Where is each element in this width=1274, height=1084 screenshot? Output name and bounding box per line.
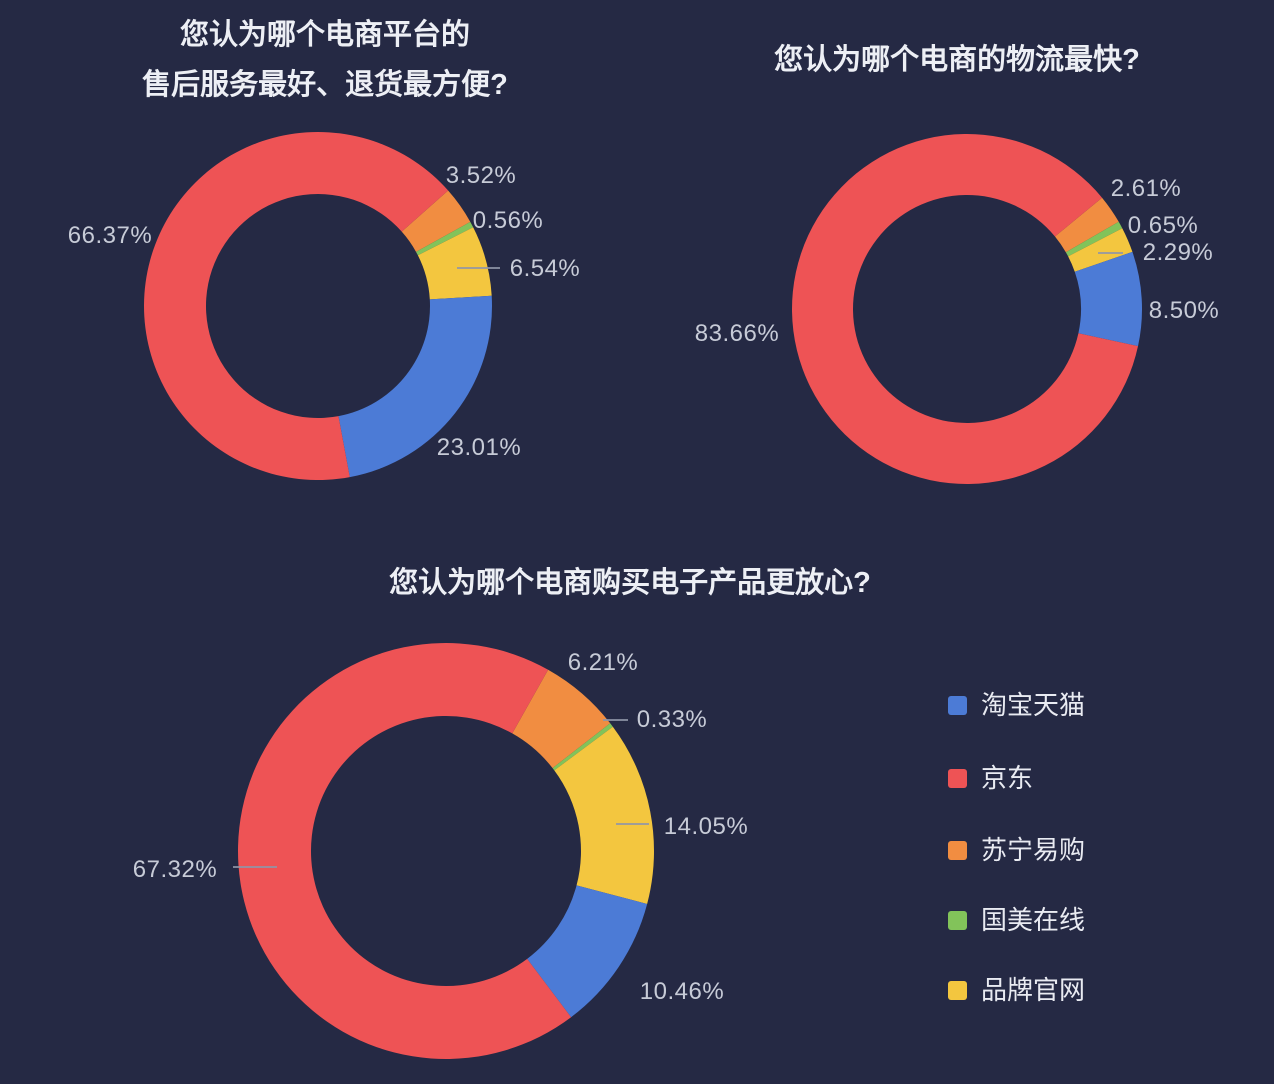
- legend-swatch-jd: [948, 768, 967, 788]
- chart1-title-line1: 您认为哪个电商平台的: [179, 19, 470, 51]
- chart3-leader-line-brand-site: [616, 823, 649, 825]
- donut-slice-suning[interactable]: [512, 669, 611, 769]
- chart3-label-brand-site: 14.05%: [663, 813, 749, 840]
- donut-slice-jd[interactable]: [792, 134, 1139, 485]
- donut-slice-taobao-tmall[interactable]: [1074, 251, 1143, 347]
- legend-label-gome: 国美在线: [981, 905, 1086, 935]
- chart3-label-taobao: 10.46%: [639, 978, 725, 1005]
- chart2-label-gome: 0.65%: [1127, 212, 1199, 239]
- chart1-label-suning: 3.52%: [445, 162, 517, 189]
- donut-slice-brand-site[interactable]: [417, 227, 492, 300]
- legend-item-jd[interactable]: 京东: [948, 765, 1033, 791]
- legend-swatch-taobao-tmall: [948, 695, 967, 715]
- chart1-leader-line-brand-site: [457, 267, 500, 269]
- legend-label-jd: 京东: [981, 763, 1034, 793]
- donut-slice-gome[interactable]: [552, 723, 613, 771]
- chart2-title-line1: 您认为哪个电商的物流最快?: [774, 44, 1140, 76]
- legend-item-taobao-tmall[interactable]: 淘宝天猫: [948, 692, 1085, 718]
- chart1-label-jd: 66.37%: [67, 222, 153, 249]
- legend-item-brand-site[interactable]: 品牌官网: [948, 977, 1085, 1003]
- chart3-label-suning: 6.21%: [567, 649, 639, 676]
- donut-chart-logistics[interactable]: [791, 133, 1143, 485]
- chart2-label-taobao: 8.50%: [1148, 297, 1220, 324]
- donut-slice-taobao-tmall[interactable]: [527, 885, 648, 1018]
- chart3-leader-line-gome: [603, 719, 628, 721]
- legend-swatch-gome: [948, 910, 967, 930]
- chart2-label-jd: 83.66%: [694, 320, 780, 347]
- donut-slice-brand-site[interactable]: [554, 726, 654, 904]
- legend-label-suning: 苏宁易购: [981, 835, 1086, 865]
- legend-item-suning[interactable]: 苏宁易购: [948, 837, 1085, 863]
- chart1-title: 您认为哪个电商平台的 售后服务最好、退货最方便?: [142, 10, 508, 110]
- chart1-label-gome: 0.56%: [472, 207, 544, 234]
- chart3-label-jd: 67.32%: [132, 856, 218, 883]
- chart3-title-line1: 您认为哪个电商购买电子产品更放心?: [389, 567, 871, 599]
- chart2-title: 您认为哪个电商的物流最快?: [774, 35, 1140, 85]
- donut-slice-suning[interactable]: [401, 190, 471, 252]
- chart3-leader-line-jd: [233, 866, 277, 868]
- donut-slice-gome[interactable]: [416, 221, 474, 256]
- legend-label-brand-site: 品牌官网: [981, 975, 1086, 1005]
- chart1-label-taobao: 23.01%: [436, 434, 522, 461]
- chart2-leader-line-brand-site: [1098, 252, 1123, 254]
- legend-item-gome[interactable]: 国美在线: [948, 907, 1085, 933]
- donut-chart-after-sales[interactable]: [143, 131, 493, 481]
- legend-swatch-brand-site: [948, 980, 967, 1000]
- donut-slice-jd[interactable]: [237, 643, 572, 1060]
- chart3-title: 您认为哪个电商购买电子产品更放心?: [389, 558, 871, 608]
- donut-slice-gome[interactable]: [1065, 221, 1123, 257]
- donut-slice-jd[interactable]: [144, 132, 449, 481]
- chart2-label-suning: 2.61%: [1110, 175, 1182, 202]
- legend-swatch-suning: [948, 840, 967, 860]
- chart1-label-brand-site: 6.54%: [509, 255, 581, 282]
- chart3-label-gome: 0.33%: [636, 706, 708, 733]
- donut-slice-suning[interactable]: [1054, 197, 1119, 253]
- donut-chart-electronics-trust[interactable]: [237, 642, 655, 1060]
- donut-slice-brand-site[interactable]: [1068, 228, 1133, 272]
- donut-slice-taobao-tmall[interactable]: [338, 295, 493, 478]
- chart1-title-line2: 售后服务最好、退货最方便?: [142, 69, 508, 101]
- chart2-label-brand-site: 2.29%: [1142, 239, 1214, 266]
- legend-label-taobao-tmall: 淘宝天猫: [981, 690, 1086, 720]
